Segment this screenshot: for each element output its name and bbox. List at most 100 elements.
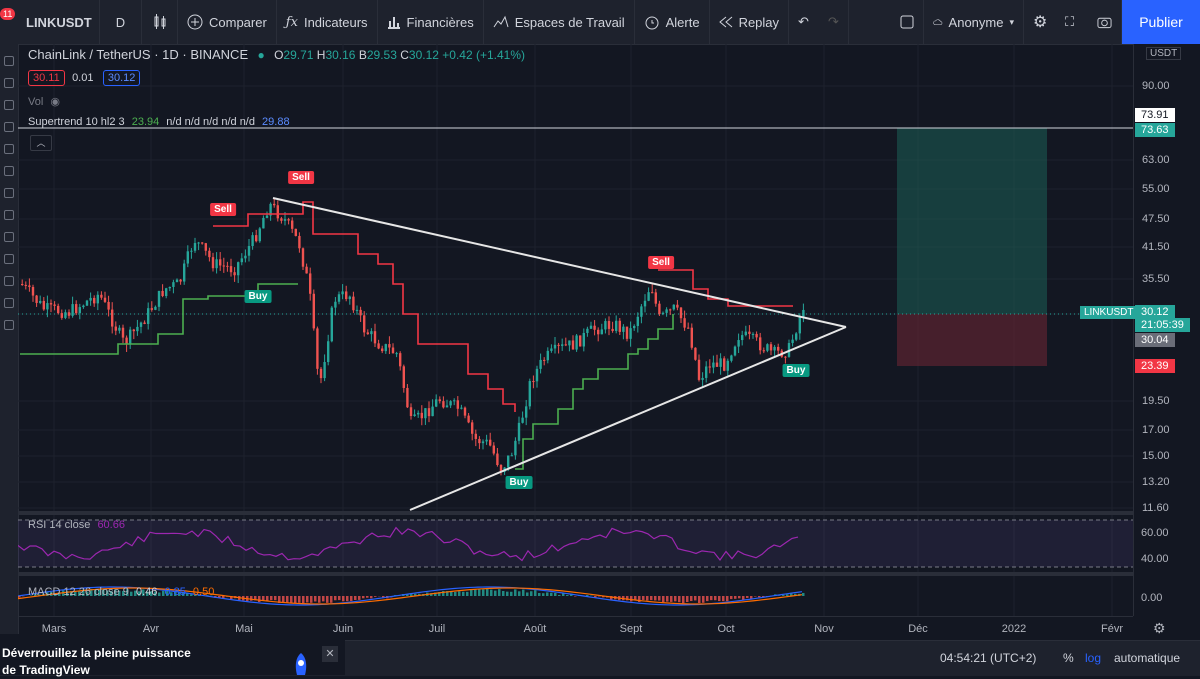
close-value: 30.12 (409, 48, 439, 62)
zoom-tool-icon[interactable] (4, 232, 14, 242)
ruler-tool-icon[interactable] (4, 210, 14, 220)
time-label: Sept (620, 623, 643, 635)
symbol-legend: ChainLink / TetherUS · 1D · BINANCE ● O2… (28, 47, 525, 62)
magnet-tool-icon[interactable] (4, 254, 14, 264)
volume-legend: Vol ◉ (28, 95, 60, 108)
gear-icon: ⚙ (1033, 12, 1047, 32)
clock-display[interactable]: 04:54:21 (UTC+2) (940, 651, 1036, 665)
log-toggle[interactable]: log (1085, 651, 1101, 665)
pane-separator[interactable] (18, 511, 1133, 515)
candles (21, 198, 805, 475)
promo-banner[interactable]: Déverrouillez la pleine puissance de Tra… (0, 640, 345, 675)
fullscreen-button[interactable]: ⛶ (1056, 0, 1088, 44)
rsi-tick: 60.00 (1141, 527, 1169, 539)
time-label: Déc (908, 623, 928, 635)
time-label: Févr (1101, 623, 1123, 635)
ask-box[interactable]: 30.12 (103, 70, 141, 86)
macd-name[interactable]: MACD 12 26 close 9 (28, 586, 129, 598)
sell-signal: Sell (210, 203, 236, 216)
open-value: 29.71 (283, 48, 313, 62)
settings-button[interactable]: ⚙ (1024, 0, 1056, 44)
sell-signal: Sell (288, 171, 314, 184)
compare-button[interactable]: Comparer (178, 0, 277, 44)
eye-hidden-icon[interactable]: ◉ (50, 96, 60, 108)
price-tick: 13.20 (1142, 476, 1170, 488)
layout-select-button[interactable] (890, 0, 924, 44)
camera-icon (1097, 15, 1112, 29)
undo-icon: ↶ (798, 14, 809, 30)
replay-label: Replay (739, 15, 779, 30)
crosshair-tool-icon[interactable] (4, 56, 14, 66)
replay-button[interactable]: Replay (710, 0, 789, 44)
trendline-tool-icon[interactable] (4, 78, 14, 88)
workspaces-button[interactable]: Espaces de Travail (484, 0, 635, 44)
time-label: Mai (235, 623, 253, 635)
drawing-toolbar (0, 44, 19, 634)
cloud-icon (933, 16, 943, 28)
rsi-name[interactable]: RSI 14 close (28, 519, 90, 531)
currency-label: USDT (1146, 47, 1181, 60)
pattern-tool-icon[interactable] (4, 122, 14, 132)
symbol-search-button[interactable]: LINKUSDT (0, 0, 100, 44)
percent-toggle[interactable]: % (1063, 651, 1074, 665)
alert-button[interactable]: Alerte (635, 0, 710, 44)
time-label: 2022 (1002, 623, 1026, 635)
eye-tool-icon[interactable] (4, 298, 14, 308)
workspaces-label: Espaces de Travail (515, 15, 625, 30)
candles-icon (153, 14, 167, 30)
alarm-clock-icon (644, 14, 660, 30)
fib-tool-icon[interactable] (4, 100, 14, 110)
target-zone (897, 128, 1047, 314)
rsi-legend: RSI 14 close 60.66 (28, 519, 125, 531)
macd-value-3: 0.50 (193, 586, 214, 598)
spread-value: 0.01 (72, 72, 93, 84)
bar-chart-icon (387, 15, 401, 29)
redo-button[interactable]: ↷ (819, 0, 849, 44)
rsi-value: 60.66 (97, 519, 125, 531)
macd-value-2: 0.85 (164, 586, 185, 598)
trash-tool-icon[interactable] (4, 320, 14, 330)
interval-button[interactable]: D (100, 0, 142, 44)
close-icon: ✕ (325, 648, 334, 660)
time-label: Juil (429, 623, 446, 635)
promo-text: Déverrouillez la pleine puissance de Tra… (2, 645, 207, 679)
financials-button[interactable]: Financières (378, 0, 484, 44)
lock-tool-icon[interactable] (4, 276, 14, 286)
notification-badge[interactable]: 11 (0, 8, 15, 20)
countdown-label: 21:05:39 (1135, 318, 1190, 332)
entry-label: 30.04 (1135, 333, 1175, 347)
square-icon (900, 15, 914, 29)
tp-zone-label: 73.63 (1135, 123, 1175, 137)
auto-toggle[interactable]: automatique (1114, 651, 1180, 665)
alert-label: Alerte (666, 15, 700, 30)
prediction-tool-icon[interactable] (4, 144, 14, 154)
price-tick: 35.50 (1142, 273, 1170, 285)
time-axis[interactable]: Mars Avr Mai Juin Juil Août Sept Oct Nov… (18, 616, 1133, 641)
market-status-icon: ● (257, 48, 264, 62)
collapse-legend-button[interactable]: ︿ (30, 135, 52, 151)
supertrend-name[interactable]: Supertrend 10 hl2 3 (28, 116, 125, 128)
snapshot-button[interactable] (1088, 0, 1122, 44)
stop-zone (897, 314, 1047, 366)
time-label: Oct (717, 623, 734, 635)
shapes-tool-icon[interactable] (4, 166, 14, 176)
undo-button[interactable]: ↶ (789, 0, 819, 44)
axis-settings-button[interactable]: ⚙ (1153, 620, 1166, 637)
indicators-label: Indicateurs (304, 15, 368, 30)
symbol-tag: LINKUSDT (1080, 306, 1137, 319)
pair-title[interactable]: ChainLink / TetherUS · 1D · BINANCE (28, 47, 248, 62)
bid-box[interactable]: 30.11 (28, 70, 65, 86)
publish-button[interactable]: Publier (1122, 0, 1200, 44)
chart-type-button[interactable] (142, 0, 178, 44)
price-tick: 63.00 (1142, 154, 1170, 166)
last-price-label: 30.12 (1135, 305, 1175, 319)
buy-signal: Buy (783, 364, 810, 377)
rsi-chart[interactable] (18, 516, 1133, 572)
indicators-button[interactable]: ƒx Indicateurs (277, 0, 378, 44)
text-tool-icon[interactable] (4, 188, 14, 198)
price-tick: 41.50 (1142, 241, 1170, 253)
account-button[interactable]: Anonyme ▾ (924, 0, 1024, 44)
price-tick: 90.00 (1142, 80, 1170, 92)
buy-signal: Buy (245, 290, 272, 303)
close-promo-button[interactable]: ✕ (322, 646, 338, 662)
